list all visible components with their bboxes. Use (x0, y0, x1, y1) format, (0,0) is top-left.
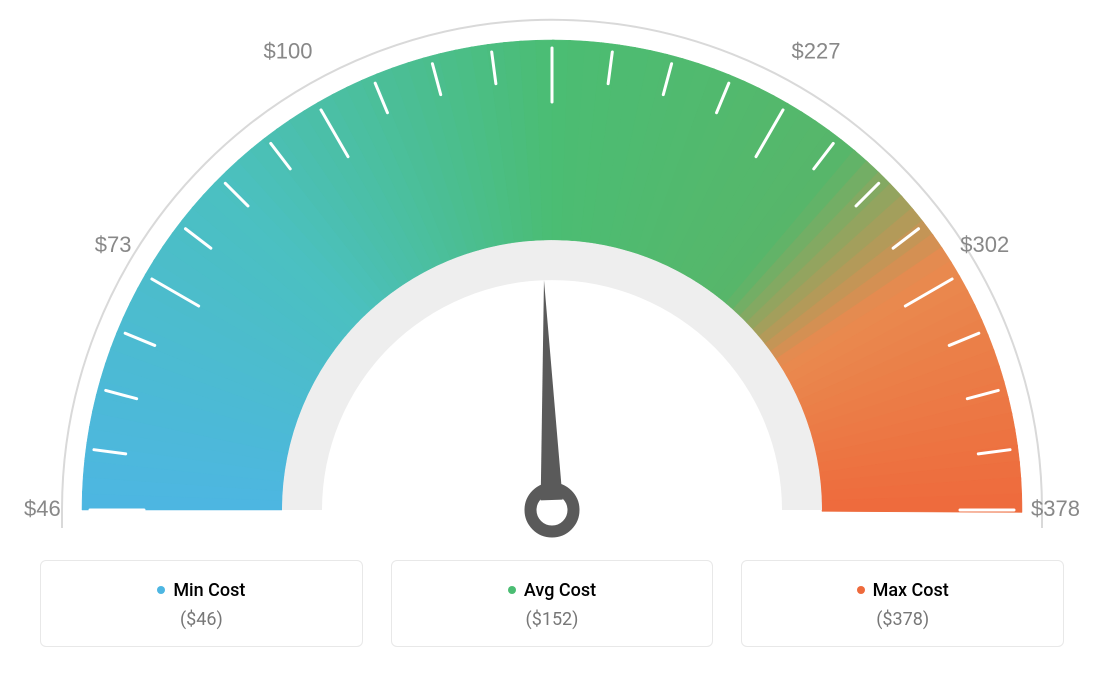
legend-value-max: ($378) (752, 609, 1053, 630)
legend-label-max: Max Cost (873, 580, 949, 601)
legend-card-min: Min Cost ($46) (40, 560, 363, 647)
svg-text:$378: $378 (1031, 496, 1080, 521)
svg-text:$100: $100 (264, 39, 313, 64)
legend-value-min: ($46) (51, 609, 352, 630)
svg-text:$73: $73 (95, 232, 132, 257)
legend-value-avg: ($152) (402, 609, 703, 630)
legend-card-max: Max Cost ($378) (741, 560, 1064, 647)
gauge-chart: $46$73$100$152$227$302$378 (0, 0, 1104, 560)
legend-row: Min Cost ($46) Avg Cost ($152) Max Cost … (0, 560, 1104, 647)
gauge-svg: $46$73$100$152$227$302$378 (0, 0, 1104, 560)
legend-card-avg: Avg Cost ($152) (391, 560, 714, 647)
svg-text:$227: $227 (792, 39, 841, 64)
svg-text:$302: $302 (960, 232, 1009, 257)
legend-title-max: Max Cost (857, 580, 949, 601)
legend-dot-max (857, 586, 865, 594)
legend-label-avg: Avg Cost (524, 580, 596, 601)
svg-text:$46: $46 (24, 496, 61, 521)
legend-dot-avg (508, 586, 516, 594)
legend-label-min: Min Cost (173, 580, 245, 601)
legend-title-min: Min Cost (157, 580, 245, 601)
legend-title-avg: Avg Cost (508, 580, 596, 601)
gauge-needle (541, 280, 563, 500)
legend-dot-min (157, 586, 165, 594)
